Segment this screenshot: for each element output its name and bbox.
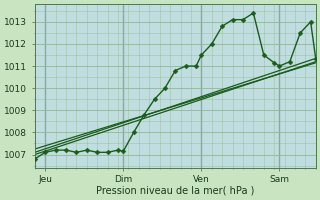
X-axis label: Pression niveau de la mer( hPa ): Pression niveau de la mer( hPa ) xyxy=(96,186,254,196)
